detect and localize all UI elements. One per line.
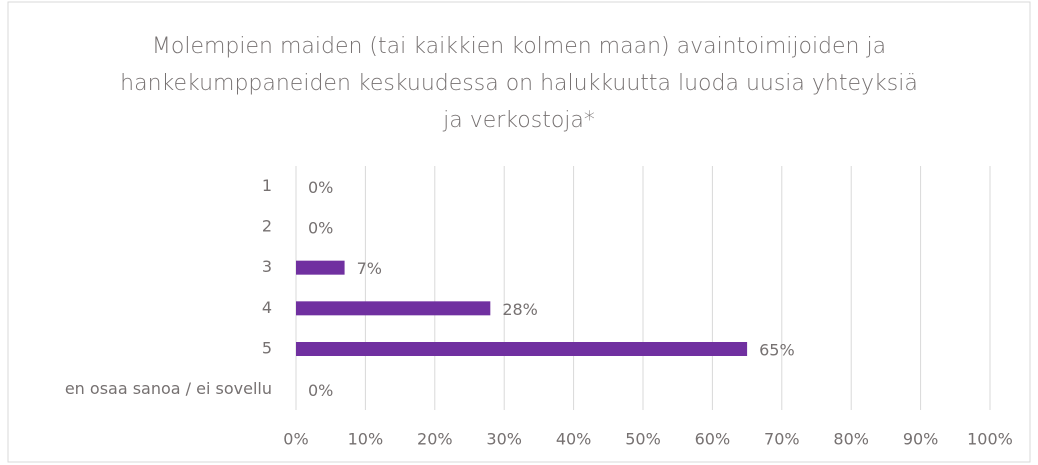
value-label: 28%: [502, 300, 538, 319]
x-tick-label: 90%: [903, 430, 939, 449]
bar: [296, 342, 748, 356]
value-label: 7%: [357, 259, 382, 278]
y-tick-label: 1: [262, 176, 272, 195]
x-tick-label: 50%: [625, 430, 661, 449]
bar: [296, 260, 345, 275]
x-tick-label: 80%: [833, 430, 869, 449]
bar: [296, 301, 491, 316]
value-label: 65%: [759, 341, 795, 360]
x-tick-label: 70%: [764, 430, 800, 449]
y-tick-label: 4: [262, 298, 272, 317]
value-label: 0%: [308, 219, 333, 238]
x-tick-label: 30%: [486, 430, 522, 449]
x-tick-label: 40%: [556, 430, 592, 449]
y-tick-label: 2: [262, 217, 272, 236]
chart-title: Molempien maiden (tai kaikkien kolmen ma…: [120, 34, 918, 133]
x-tick-label: 0%: [283, 430, 308, 449]
value-label: 0%: [308, 381, 333, 400]
x-tick-label: 10%: [348, 430, 384, 449]
chart-border: [7, 1, 1031, 463]
y-tick-label: en osaa sanoa / ei sovellu: [65, 379, 272, 398]
y-tick-label: 5: [262, 339, 272, 358]
x-tick-label: 20%: [417, 430, 453, 449]
value-label: 0%: [308, 178, 333, 197]
x-tick-label: 100%: [967, 430, 1013, 449]
x-tick-label: 60%: [695, 430, 731, 449]
y-tick-label: 3: [262, 257, 272, 276]
